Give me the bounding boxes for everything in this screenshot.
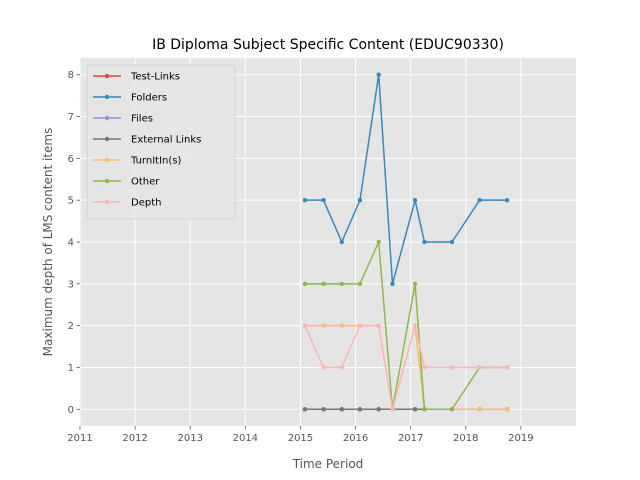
x-tick-label: 2016 bbox=[343, 433, 368, 444]
y-tick-label: 5 bbox=[68, 196, 74, 207]
data-point bbox=[321, 365, 326, 370]
data-point bbox=[390, 407, 395, 412]
data-point bbox=[302, 323, 308, 328]
series-folders bbox=[302, 72, 510, 287]
y-axis: 0 1 2 3 4 5 6 7 8 bbox=[68, 70, 80, 416]
data-point bbox=[376, 72, 381, 77]
legend-swatch-marker bbox=[104, 73, 110, 79]
data-point bbox=[422, 239, 427, 245]
legend-label: Files bbox=[131, 114, 153, 125]
legend-box bbox=[86, 64, 236, 220]
y-tick-label: 4 bbox=[68, 238, 74, 249]
y-tick-label: 2 bbox=[68, 321, 74, 332]
series-depth bbox=[302, 323, 510, 412]
data-point bbox=[376, 323, 381, 328]
y-tick-label: 6 bbox=[68, 154, 74, 165]
data-point bbox=[477, 365, 482, 370]
y-tick-label: 7 bbox=[68, 112, 74, 123]
y-tick-label: 3 bbox=[68, 279, 74, 290]
y-tick-label: 0 bbox=[68, 405, 74, 416]
legend-swatch-marker bbox=[104, 115, 110, 121]
data-point bbox=[504, 197, 510, 203]
legend-swatch-marker bbox=[104, 178, 110, 184]
data-point bbox=[412, 323, 418, 328]
legend-label: Depth bbox=[131, 198, 161, 209]
legend-label: TurnItIn(s) bbox=[130, 156, 181, 167]
data-point bbox=[477, 197, 482, 203]
x-tick-label: 2019 bbox=[508, 433, 533, 444]
series-layer bbox=[302, 72, 510, 412]
data-point bbox=[357, 281, 363, 287]
legend-item: Other bbox=[93, 177, 160, 188]
data-point bbox=[412, 281, 418, 287]
data-point bbox=[339, 281, 344, 287]
legend-swatch-marker bbox=[104, 199, 110, 205]
data-point bbox=[357, 197, 363, 203]
data-point bbox=[477, 407, 482, 412]
data-point bbox=[302, 281, 308, 287]
data-point bbox=[321, 407, 326, 412]
data-point bbox=[449, 239, 455, 245]
data-point bbox=[390, 281, 395, 287]
data-point bbox=[321, 323, 326, 328]
data-point bbox=[504, 365, 510, 370]
y-tick-label: 1 bbox=[68, 363, 74, 374]
x-tick-label: 2017 bbox=[398, 433, 423, 444]
data-point bbox=[357, 407, 363, 412]
x-tick-label: 2011 bbox=[67, 433, 92, 444]
legend-item: External Links bbox=[93, 135, 201, 146]
legend-label: Test-Links bbox=[130, 72, 180, 83]
legend-swatch-marker bbox=[104, 157, 110, 163]
legend-item: Test-Links bbox=[93, 72, 180, 83]
legend-item: TurnItIn(s) bbox=[93, 156, 181, 167]
data-point bbox=[321, 197, 326, 203]
data-point bbox=[321, 281, 326, 287]
data-point bbox=[339, 323, 344, 328]
y-tick-label: 8 bbox=[68, 70, 74, 81]
legend-item: Files bbox=[93, 114, 153, 125]
x-tick-label: 2012 bbox=[122, 433, 147, 444]
data-point bbox=[302, 197, 308, 203]
legend-swatch-marker bbox=[104, 136, 110, 142]
data-point bbox=[422, 407, 427, 412]
data-point bbox=[422, 365, 427, 370]
legend-label: Other bbox=[131, 177, 160, 188]
x-axis-label: Time Period bbox=[292, 457, 364, 471]
x-tick-label: 2013 bbox=[177, 433, 202, 444]
legend-label: Folders bbox=[131, 93, 167, 104]
x-tick-label: 2015 bbox=[288, 433, 313, 444]
legend-item: Folders bbox=[93, 93, 167, 104]
data-point bbox=[449, 365, 455, 370]
x-tick-label: 2014 bbox=[233, 433, 258, 444]
data-point bbox=[357, 323, 363, 328]
data-point bbox=[412, 407, 418, 412]
data-point bbox=[339, 239, 344, 245]
data-point bbox=[412, 197, 418, 203]
x-tick-label: 2018 bbox=[453, 433, 478, 444]
chart-title: IB Diploma Subject Specific Content (EDU… bbox=[152, 37, 504, 53]
data-point bbox=[504, 407, 510, 412]
data-point bbox=[376, 407, 381, 412]
legend-label: External Links bbox=[131, 135, 201, 146]
data-point bbox=[339, 365, 344, 370]
data-point bbox=[302, 407, 308, 412]
y-axis-label: Maximum depth of LMS content items bbox=[41, 128, 55, 357]
data-point bbox=[376, 239, 381, 245]
legend-item: Depth bbox=[93, 198, 161, 209]
data-point bbox=[449, 407, 455, 412]
x-axis: 2011 2012 2013 2014 2015 2016 2017 2018 2019 bbox=[67, 426, 534, 444]
legend: Test-Links Folders Files External Links Turn… bbox=[86, 64, 236, 220]
data-point bbox=[339, 407, 344, 412]
legend-swatch-marker bbox=[104, 94, 110, 100]
